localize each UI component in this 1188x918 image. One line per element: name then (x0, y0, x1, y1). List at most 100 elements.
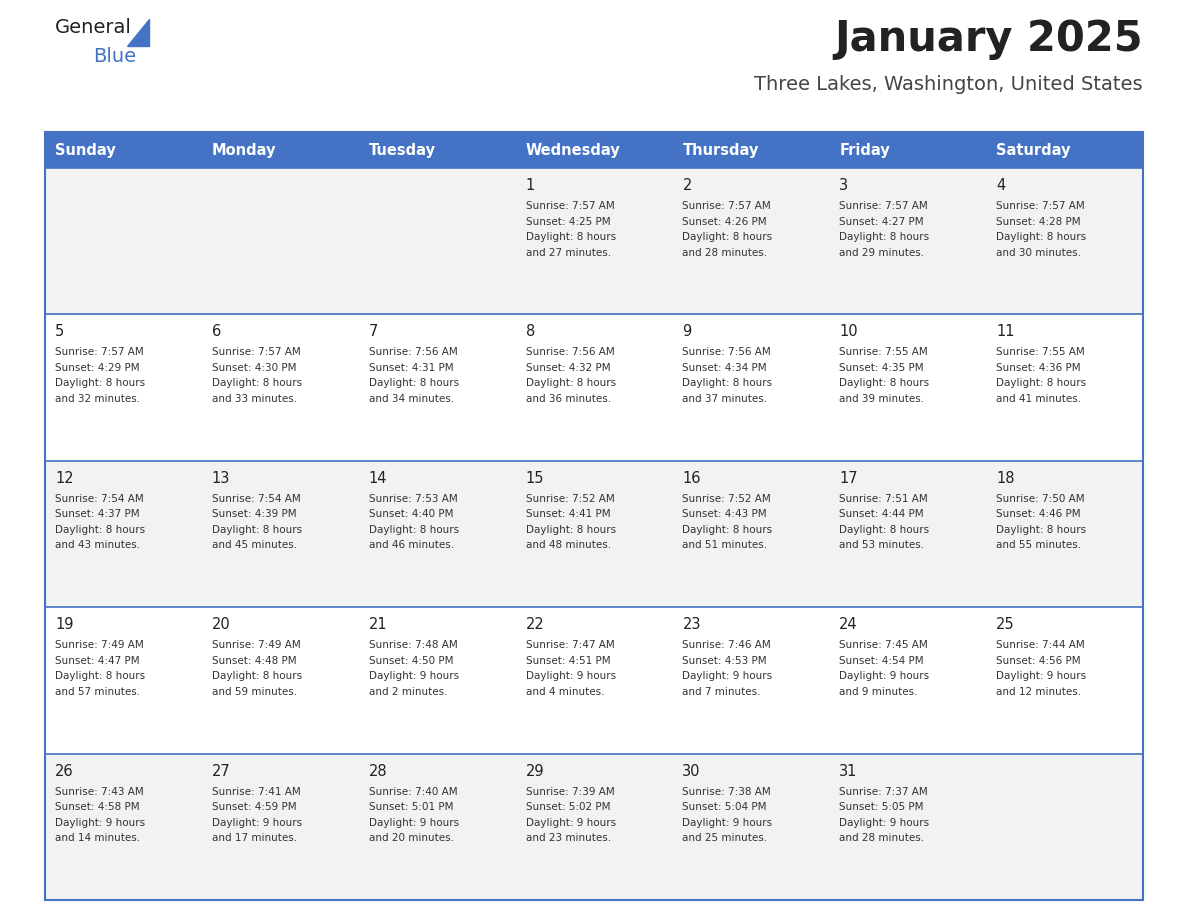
Text: Daylight: 8 hours: Daylight: 8 hours (525, 525, 615, 535)
Text: Daylight: 9 hours: Daylight: 9 hours (368, 818, 459, 828)
Text: Sunrise: 7:39 AM: Sunrise: 7:39 AM (525, 787, 614, 797)
Text: Sunrise: 7:37 AM: Sunrise: 7:37 AM (839, 787, 928, 797)
Text: Daylight: 9 hours: Daylight: 9 hours (211, 818, 302, 828)
Text: Sunrise: 7:46 AM: Sunrise: 7:46 AM (682, 640, 771, 650)
Text: General: General (55, 18, 132, 37)
Text: Daylight: 8 hours: Daylight: 8 hours (368, 378, 459, 388)
Text: Sunset: 4:40 PM: Sunset: 4:40 PM (368, 509, 453, 520)
Text: Sunset: 4:58 PM: Sunset: 4:58 PM (55, 802, 140, 812)
Text: 15: 15 (525, 471, 544, 486)
Text: January 2025: January 2025 (834, 18, 1143, 60)
Text: 29: 29 (525, 764, 544, 778)
Text: Daylight: 8 hours: Daylight: 8 hours (55, 378, 145, 388)
Text: and 9 minutes.: and 9 minutes. (839, 687, 918, 697)
Text: Thursday: Thursday (682, 142, 759, 158)
Text: and 23 minutes.: and 23 minutes. (525, 834, 611, 843)
Text: Sunset: 4:26 PM: Sunset: 4:26 PM (682, 217, 767, 227)
Bar (45, 754, 1143, 900)
Text: 17: 17 (839, 471, 858, 486)
Text: Sunset: 4:56 PM: Sunset: 4:56 PM (997, 655, 1081, 666)
Text: and 45 minutes.: and 45 minutes. (211, 541, 297, 550)
Text: Sunrise: 7:57 AM: Sunrise: 7:57 AM (211, 347, 301, 357)
Text: Three Lakes, Washington, United States: Three Lakes, Washington, United States (754, 75, 1143, 94)
Text: and 20 minutes.: and 20 minutes. (368, 834, 454, 843)
Text: 23: 23 (682, 617, 701, 633)
Text: Sunrise: 7:56 AM: Sunrise: 7:56 AM (368, 347, 457, 357)
Text: Sunset: 4:36 PM: Sunset: 4:36 PM (997, 363, 1081, 373)
Text: and 59 minutes.: and 59 minutes. (211, 687, 297, 697)
Text: Sunrise: 7:49 AM: Sunrise: 7:49 AM (55, 640, 144, 650)
Text: Daylight: 8 hours: Daylight: 8 hours (839, 378, 929, 388)
Text: 28: 28 (368, 764, 387, 778)
Text: 19: 19 (55, 617, 74, 633)
Text: Sunrise: 7:54 AM: Sunrise: 7:54 AM (55, 494, 144, 504)
Text: Sunday: Sunday (55, 142, 115, 158)
Text: and 34 minutes.: and 34 minutes. (368, 394, 454, 404)
Text: Daylight: 9 hours: Daylight: 9 hours (525, 671, 615, 681)
Text: 7: 7 (368, 324, 378, 340)
Text: Sunset: 4:41 PM: Sunset: 4:41 PM (525, 509, 611, 520)
Text: 12: 12 (55, 471, 74, 486)
Text: and 2 minutes.: and 2 minutes. (368, 687, 447, 697)
Text: Daylight: 9 hours: Daylight: 9 hours (839, 818, 929, 828)
Text: Sunset: 4:50 PM: Sunset: 4:50 PM (368, 655, 453, 666)
Bar (45, 607, 1143, 754)
Text: 20: 20 (211, 617, 230, 633)
Text: and 7 minutes.: and 7 minutes. (682, 687, 762, 697)
Text: Sunrise: 7:38 AM: Sunrise: 7:38 AM (682, 787, 771, 797)
Text: Sunset: 4:46 PM: Sunset: 4:46 PM (997, 509, 1081, 520)
Text: Blue: Blue (93, 47, 137, 66)
Text: 13: 13 (211, 471, 230, 486)
Text: Daylight: 8 hours: Daylight: 8 hours (682, 232, 772, 242)
Text: 11: 11 (997, 324, 1015, 340)
Text: Daylight: 8 hours: Daylight: 8 hours (682, 525, 772, 535)
Text: Daylight: 8 hours: Daylight: 8 hours (55, 525, 145, 535)
Text: Sunrise: 7:57 AM: Sunrise: 7:57 AM (525, 201, 614, 211)
Text: Daylight: 9 hours: Daylight: 9 hours (839, 671, 929, 681)
Text: Daylight: 8 hours: Daylight: 8 hours (682, 378, 772, 388)
Text: Sunrise: 7:40 AM: Sunrise: 7:40 AM (368, 787, 457, 797)
Text: Sunset: 4:32 PM: Sunset: 4:32 PM (525, 363, 611, 373)
Text: Daylight: 9 hours: Daylight: 9 hours (55, 818, 145, 828)
Text: Sunrise: 7:51 AM: Sunrise: 7:51 AM (839, 494, 928, 504)
Text: Sunset: 4:39 PM: Sunset: 4:39 PM (211, 509, 297, 520)
Text: Sunrise: 7:55 AM: Sunrise: 7:55 AM (839, 347, 928, 357)
Text: and 32 minutes.: and 32 minutes. (55, 394, 140, 404)
Text: Sunrise: 7:45 AM: Sunrise: 7:45 AM (839, 640, 928, 650)
Text: Sunset: 4:31 PM: Sunset: 4:31 PM (368, 363, 454, 373)
Text: Sunrise: 7:56 AM: Sunrise: 7:56 AM (525, 347, 614, 357)
Text: Sunrise: 7:41 AM: Sunrise: 7:41 AM (211, 787, 301, 797)
Text: and 28 minutes.: and 28 minutes. (839, 834, 924, 843)
Text: and 46 minutes.: and 46 minutes. (368, 541, 454, 550)
Text: Sunset: 5:02 PM: Sunset: 5:02 PM (525, 802, 611, 812)
Bar (45, 132, 1143, 900)
Text: 26: 26 (55, 764, 74, 778)
Text: Sunrise: 7:53 AM: Sunrise: 7:53 AM (368, 494, 457, 504)
Text: Sunrise: 7:52 AM: Sunrise: 7:52 AM (682, 494, 771, 504)
Text: Daylight: 8 hours: Daylight: 8 hours (55, 671, 145, 681)
Text: Sunset: 4:27 PM: Sunset: 4:27 PM (839, 217, 924, 227)
Bar (45, 461, 1143, 607)
Text: and 48 minutes.: and 48 minutes. (525, 541, 611, 550)
Text: and 14 minutes.: and 14 minutes. (55, 834, 140, 843)
Text: Daylight: 8 hours: Daylight: 8 hours (839, 525, 929, 535)
Text: and 25 minutes.: and 25 minutes. (682, 834, 767, 843)
Text: Daylight: 8 hours: Daylight: 8 hours (997, 378, 1086, 388)
Text: Sunrise: 7:55 AM: Sunrise: 7:55 AM (997, 347, 1085, 357)
Text: 4: 4 (997, 178, 1005, 193)
Text: Daylight: 8 hours: Daylight: 8 hours (997, 525, 1086, 535)
Text: 10: 10 (839, 324, 858, 340)
Text: Sunrise: 7:48 AM: Sunrise: 7:48 AM (368, 640, 457, 650)
Text: 21: 21 (368, 617, 387, 633)
Text: Sunrise: 7:56 AM: Sunrise: 7:56 AM (682, 347, 771, 357)
Text: Tuesday: Tuesday (368, 142, 436, 158)
Text: Sunset: 5:04 PM: Sunset: 5:04 PM (682, 802, 767, 812)
Text: 6: 6 (211, 324, 221, 340)
Text: Sunrise: 7:47 AM: Sunrise: 7:47 AM (525, 640, 614, 650)
Text: Wednesday: Wednesday (525, 142, 620, 158)
Text: 9: 9 (682, 324, 691, 340)
Text: Sunrise: 7:52 AM: Sunrise: 7:52 AM (525, 494, 614, 504)
Text: 30: 30 (682, 764, 701, 778)
Text: Sunset: 4:53 PM: Sunset: 4:53 PM (682, 655, 767, 666)
Text: Saturday: Saturday (997, 142, 1070, 158)
